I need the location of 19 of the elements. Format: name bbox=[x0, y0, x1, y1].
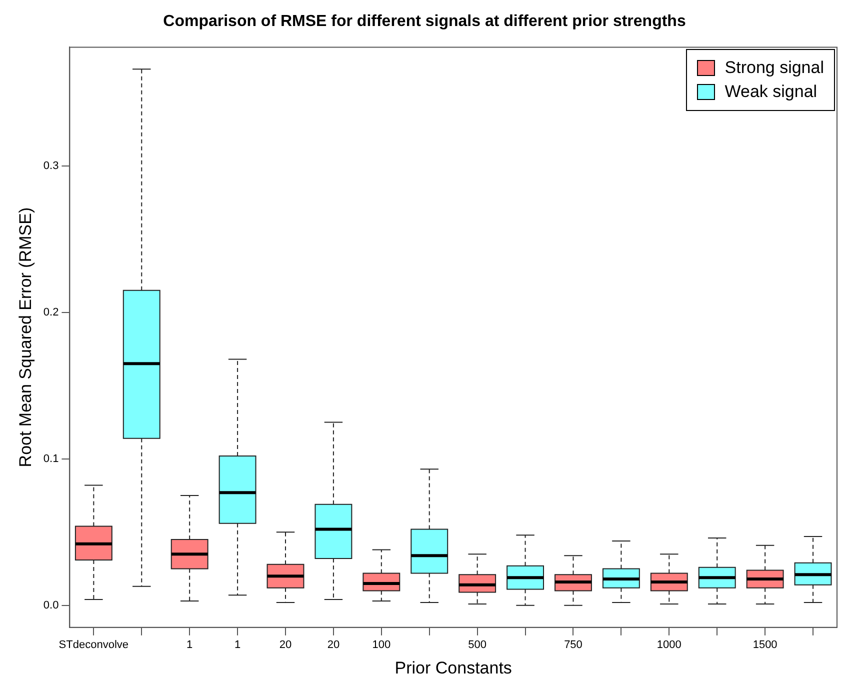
x-tick-label: 1 bbox=[186, 639, 193, 652]
y-tick-label: 0.2 bbox=[43, 306, 59, 318]
x-tick-label: 20 bbox=[327, 639, 340, 652]
legend-label: Strong signal bbox=[724, 57, 824, 80]
legend-label: Weak signal bbox=[724, 81, 818, 104]
x-tick-label: 1500 bbox=[752, 639, 778, 652]
x-tick-label: STdeconvolve bbox=[58, 639, 129, 652]
x-tick-label: 100 bbox=[372, 639, 391, 652]
y-tick-label: 0.1 bbox=[43, 452, 59, 465]
x-tick-label: 500 bbox=[468, 639, 487, 652]
y-tick-label: 0.3 bbox=[43, 160, 59, 172]
x-axis-title: Prior Constants bbox=[394, 658, 512, 678]
x-tick-label: 20 bbox=[279, 639, 292, 652]
x-tick-label: 750 bbox=[564, 639, 582, 652]
x-tick-label: 1 bbox=[234, 639, 241, 652]
chart-title: Comparison of RMSE for different signals at different prior strengths bbox=[163, 13, 686, 30]
x-tick-label: 1000 bbox=[656, 639, 682, 652]
y-tick-label: 0.0 bbox=[43, 599, 59, 612]
y-axis-title: Root Mean Squared Error (RMSE) bbox=[16, 207, 35, 468]
